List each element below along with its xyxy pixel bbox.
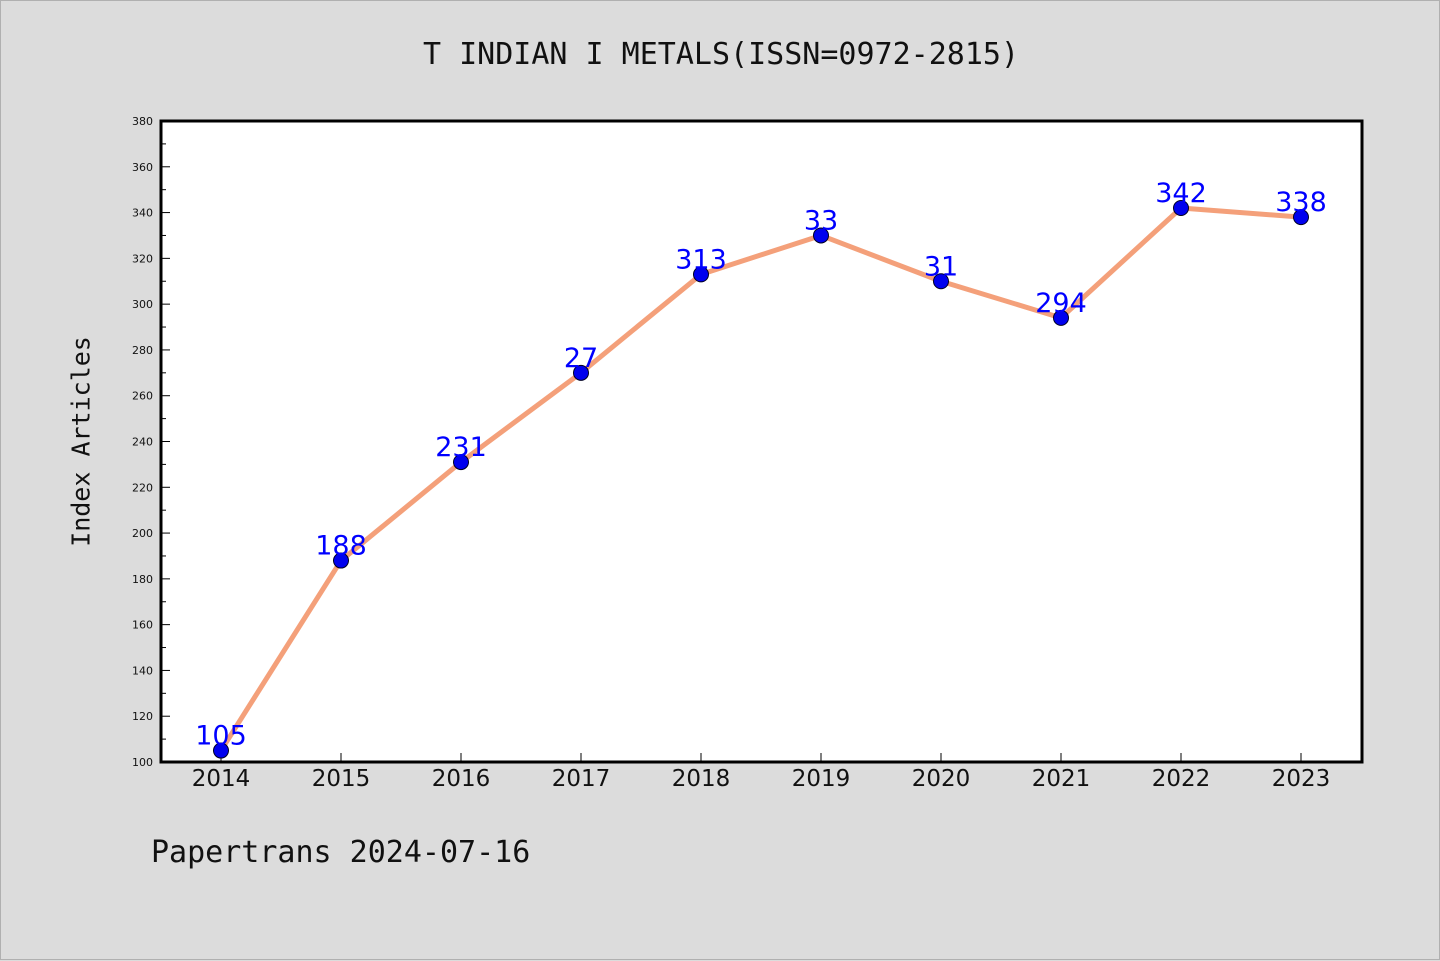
x-tick-label: 2015 — [312, 766, 371, 792]
data-point — [1173, 199, 1189, 216]
x-tick-label: 2019 — [792, 766, 851, 792]
y-tick-label: 140 — [132, 664, 153, 677]
y-tick-label: 380 — [132, 115, 153, 128]
data-label: 105 — [195, 721, 247, 752]
data-point — [1053, 309, 1069, 326]
y-tick-label: 100 — [132, 756, 153, 769]
x-tick-label: 2022 — [1152, 766, 1211, 792]
data-label: 231 — [435, 432, 487, 463]
y-tick-label: 300 — [132, 298, 153, 311]
x-tick-label: 2018 — [672, 766, 731, 792]
data-point — [933, 273, 949, 290]
x-tick-label: 2021 — [1032, 766, 1091, 792]
plot-border — [159, 119, 1364, 764]
y-tick-label: 260 — [132, 390, 153, 403]
x-tick-label: 2020 — [912, 766, 971, 792]
data-point — [573, 364, 589, 381]
x-tick-label: 2017 — [552, 766, 611, 792]
footer-credit: Papertrans 2024-07-16 — [151, 835, 531, 870]
data-point — [213, 742, 229, 759]
series-line — [218, 205, 1304, 754]
y-tick-label: 200 — [132, 527, 153, 540]
data-point — [453, 454, 469, 471]
chart-title: T INDIAN I METALS(ISSN=0972-2815) — [422, 37, 1020, 72]
y-tick-label: 360 — [132, 161, 153, 174]
y-tick-label: 220 — [132, 481, 153, 494]
data-point — [1293, 209, 1309, 226]
data-point — [693, 266, 709, 283]
y-tick-label: 180 — [132, 573, 153, 586]
data-point — [333, 552, 349, 569]
y-tick-label: 240 — [132, 436, 153, 449]
data-label: 31 — [924, 251, 958, 282]
data-point — [813, 227, 829, 244]
x-tick-label: 2014 — [192, 766, 251, 792]
y-tick-label: 320 — [132, 252, 153, 265]
data-label: 342 — [1155, 178, 1207, 209]
y-tick-label: 340 — [132, 207, 153, 220]
y-tick-label: 160 — [132, 619, 153, 632]
data-label: 33 — [804, 205, 838, 236]
data-label: 188 — [315, 531, 367, 562]
x-tick-label: 2023 — [1272, 766, 1331, 792]
plot-area — [161, 121, 1362, 762]
x-tick-label: 2016 — [432, 766, 491, 792]
y-tick-label: 120 — [132, 710, 153, 723]
data-label: 338 — [1275, 187, 1327, 218]
y-tick-label: 280 — [132, 344, 153, 357]
data-label: 313 — [675, 244, 727, 275]
data-label: 27 — [564, 343, 598, 374]
data-label: 294 — [1035, 288, 1087, 319]
